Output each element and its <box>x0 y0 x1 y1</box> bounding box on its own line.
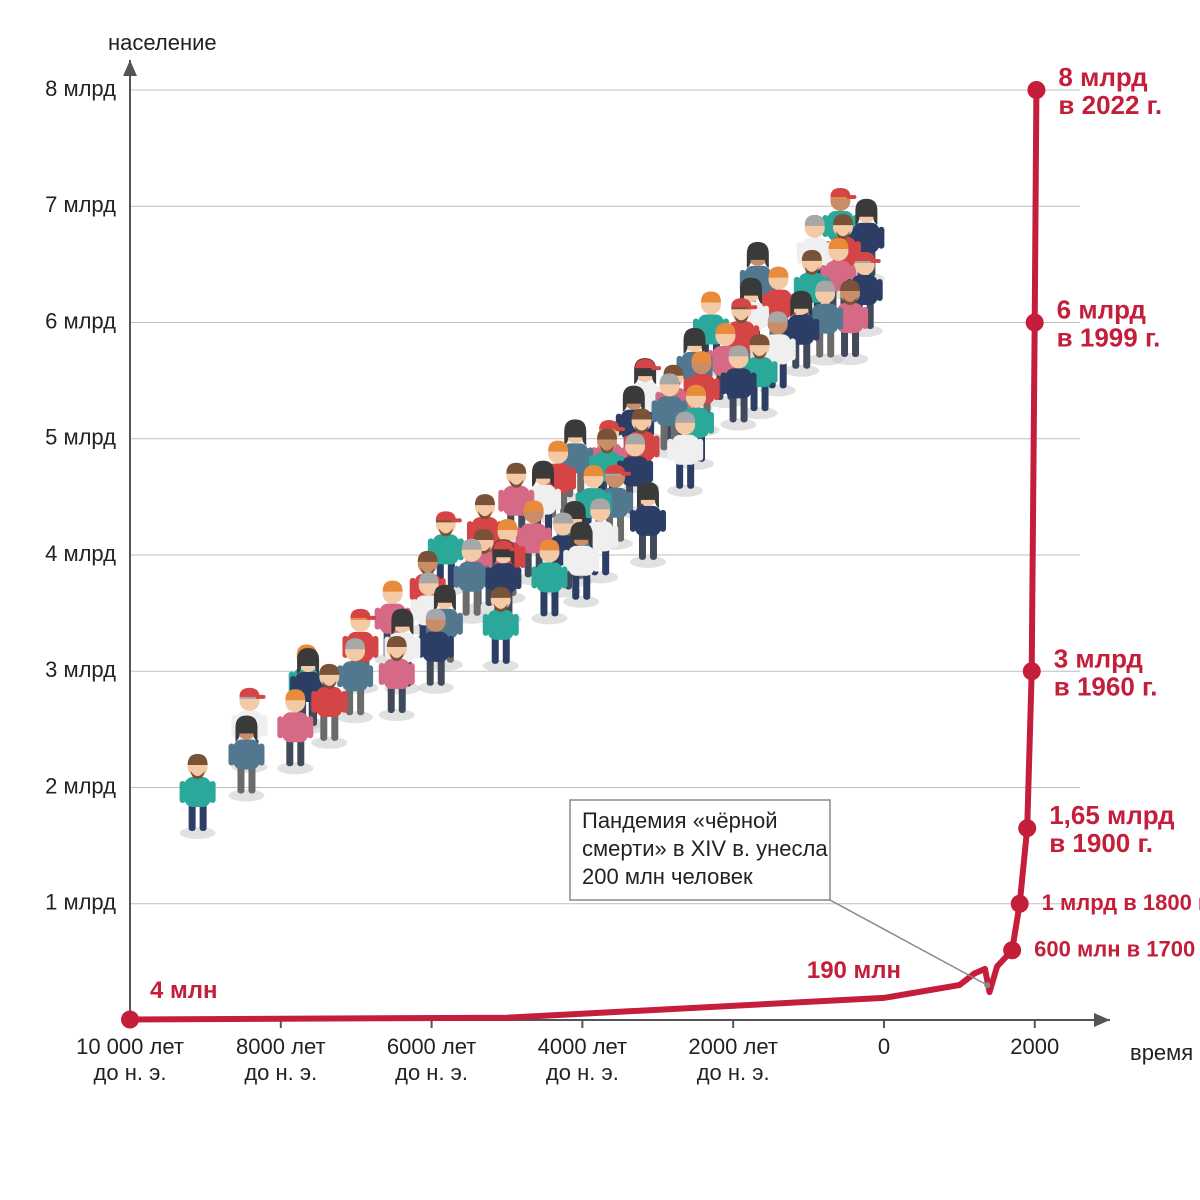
milestone-label-year: в 2022 г. <box>1058 90 1162 120</box>
milestone-label-value: 1,65 млрд <box>1049 800 1175 830</box>
x-tick-label-2: до н. э. <box>94 1060 167 1085</box>
callout-text-line: смерти» в XIV в. унесла <box>582 836 828 861</box>
x-tick-label: 2000 лет <box>688 1034 777 1059</box>
milestone-label-value: 8 млрд <box>1058 62 1148 92</box>
milestone-dot <box>1011 895 1029 913</box>
x-tick-label-2: до н. э. <box>244 1060 317 1085</box>
x-tick-label: 4000 лет <box>538 1034 627 1059</box>
y-tick-label: 8 млрд <box>45 76 116 101</box>
y-tick-label: 6 млрд <box>45 308 116 333</box>
milestone-label-value: 6 млрд <box>1057 295 1147 325</box>
y-tick-label: 2 млрд <box>45 773 116 798</box>
milestone-dot <box>1027 81 1045 99</box>
milestone-dot <box>1023 662 1041 680</box>
population-chart: 1 млрд 2 млрд 3 млрд 4 млрд 5 млрд 6 млрд 7 мл… <box>0 0 1200 1200</box>
callout-text-line: Пандемия «чёрной <box>582 808 778 833</box>
person-icon <box>277 689 313 774</box>
callout-anchor <box>984 982 990 988</box>
x-tick-label-2: до н. э. <box>697 1060 770 1085</box>
data-point <box>121 1011 139 1029</box>
x-tick-label: 6000 лет <box>387 1034 476 1059</box>
x-tick-label: 0 <box>878 1034 890 1059</box>
x-tick-label: 2000 <box>1010 1034 1059 1059</box>
people-crowd <box>180 188 885 839</box>
y-axis-title: население <box>108 30 217 55</box>
start-label: 4 млн <box>150 977 218 1004</box>
x-tick-label: 8000 лет <box>236 1034 325 1059</box>
milestone-dot <box>1026 314 1044 332</box>
x-axis-title: время <box>1130 1040 1193 1065</box>
mid-label: 190 млн <box>807 957 901 984</box>
x-tick-label: 10 000 лет <box>76 1034 184 1059</box>
milestone-label: 1 млрд в 1800 г. <box>1042 890 1200 915</box>
milestone-dot <box>1003 941 1021 959</box>
milestone-label-value: 3 млрд <box>1054 643 1144 673</box>
person-icon <box>180 754 216 839</box>
y-tick-label: 7 млрд <box>45 192 116 217</box>
chart-svg: 1 млрд 2 млрд 3 млрд 4 млрд 5 млрд 6 млрд 7 мл… <box>0 0 1200 1200</box>
y-tick-label: 3 млрд <box>45 657 116 682</box>
x-tick-label-2: до н. э. <box>546 1060 619 1085</box>
callout-text-line: 200 млн человек <box>582 864 753 889</box>
milestone-label-year: в 1900 г. <box>1049 828 1153 858</box>
y-tick-label: 1 млрд <box>45 890 116 915</box>
x-axis-arrow <box>1094 1013 1110 1027</box>
milestone-label: 600 млн в 1700 г. <box>1034 936 1200 961</box>
y-tick-label: 4 млрд <box>45 541 116 566</box>
milestone-dot <box>1018 819 1036 837</box>
milestone-label-year: в 1999 г. <box>1057 323 1161 353</box>
y-tick-label: 5 млрд <box>45 425 116 450</box>
milestone-label-year: в 1960 г. <box>1054 671 1158 701</box>
y-axis-arrow <box>123 60 137 76</box>
x-tick-label-2: до н. э. <box>395 1060 468 1085</box>
